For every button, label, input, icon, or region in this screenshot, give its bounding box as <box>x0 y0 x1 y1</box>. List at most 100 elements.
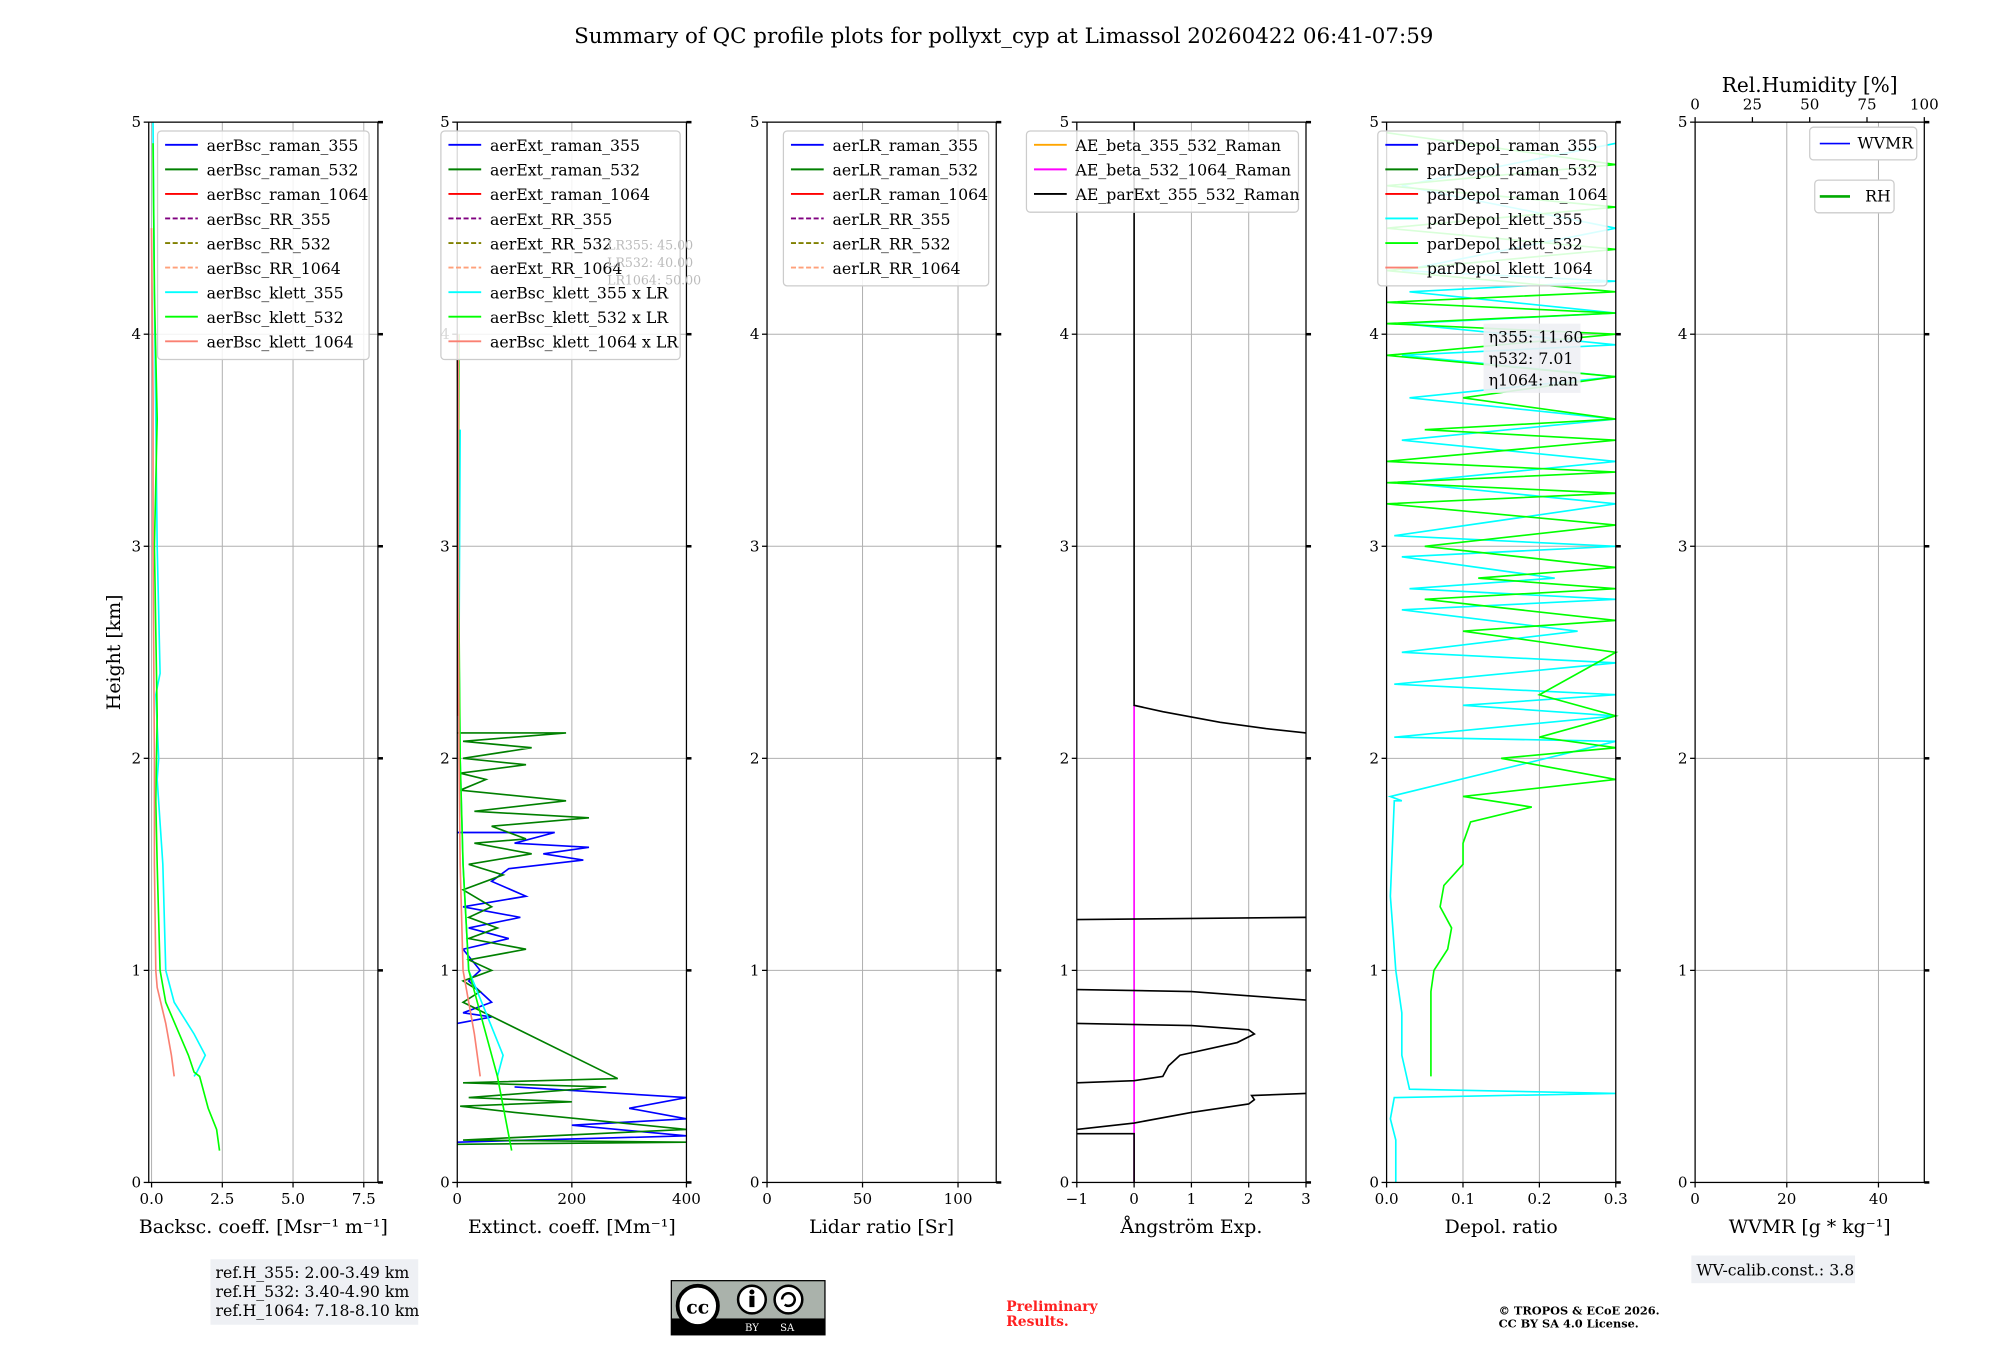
x-tick-label: 2 <box>1244 1190 1254 1208</box>
legend-label: RH <box>1865 186 1891 205</box>
legend-label: AE_beta_532_1064_Raman <box>1075 161 1292 180</box>
depol-eta-annotation: η355: 11.60 <box>1489 328 1584 347</box>
y-tick-label: 5 <box>1060 113 1070 131</box>
y-tick-label: 2 <box>1060 749 1070 767</box>
x-tick-label: 40 <box>1869 1190 1888 1208</box>
y-tick-label: 5 <box>750 113 760 131</box>
legend-label: aerExt_RR_532 <box>490 234 612 253</box>
y-tick-label: 1 <box>1678 961 1688 979</box>
x-tick-label: 0.0 <box>140 1190 164 1208</box>
legend-label: aerBsc_klett_532 x LR <box>490 308 669 327</box>
legend-label: parDepol_klett_355 <box>1427 210 1583 229</box>
x-axis-label: Extinct. coeff. [Mm⁻¹] <box>468 1216 676 1238</box>
axes-frame <box>1694 121 1925 1184</box>
legend-box <box>782 130 990 287</box>
y-tick-label: 3 <box>1060 537 1070 555</box>
y-tick-label: 3 <box>440 537 450 555</box>
ref-height-box <box>210 1259 419 1325</box>
legend-label: aerExt_RR_355 <box>490 210 612 229</box>
legend: AE_beta_355_532_Raman AE_beta_532_1064_Ra… <box>1025 130 1300 213</box>
series-parDepol-klett-355 <box>1387 142 1616 1183</box>
svg-text:cc: cc <box>686 1296 709 1318</box>
figure-title: Summary of QC profile plots for pollyxt_… <box>574 24 1433 49</box>
x-axis-label: Lidar ratio [Sr] <box>809 1216 954 1238</box>
x-tick-label: 200 <box>557 1190 586 1208</box>
wv-calib-text: WV-calib.const.: 3.8 <box>1696 1261 1854 1280</box>
legend-label: WVMR <box>1858 134 1915 153</box>
x-tick-label: 0 <box>1690 1190 1700 1208</box>
legend: WVMR RH <box>1809 126 1918 214</box>
series-AE-parExt-355-532-Raman <box>1076 122 1307 1183</box>
y-tick-label: 3 <box>132 537 142 555</box>
legend-label: aerLR_raman_355 <box>833 136 979 155</box>
legend: aerLR_raman_355 aerLR_raman_532 aerLR_rama… <box>782 130 990 287</box>
x-tick-label: 20 <box>1777 1190 1796 1208</box>
x-axis-label: Ångström Exp. <box>1119 1216 1262 1238</box>
lidar-ratio-annotation: LR355: 45.00 <box>607 237 693 252</box>
y-tick-label: 4 <box>750 325 760 343</box>
legend: parDepol_raman_355 parDepol_raman_532 parD… <box>1377 130 1608 287</box>
series-aerBsc-klett-1064 <box>150 228 175 1077</box>
legend-label: AE_parExt_355_532_Raman <box>1075 185 1300 204</box>
panel-2: 0200400012345Extinct. coeff. [Mm⁻¹]aerEx… <box>440 113 701 1238</box>
y-tick-label: 4 <box>1369 325 1379 343</box>
legend-label: aerBsc_raman_355 <box>207 136 359 155</box>
legend-label: aerBsc_RR_532 <box>207 234 331 253</box>
x-tick-label: 0.1 <box>1451 1190 1475 1208</box>
x-tick-label: 100 <box>944 1190 973 1208</box>
y-tick-label: 5 <box>1369 113 1379 131</box>
y-tick-label: 4 <box>1060 325 1070 343</box>
top-x-tick-label: 25 <box>1743 96 1762 114</box>
legend-label: aerBsc_klett_355 <box>207 283 344 302</box>
legend-label: aerBsc_klett_1064 <box>207 333 354 352</box>
axes-frame <box>1385 121 1617 1184</box>
x-tick-label: 400 <box>672 1190 701 1208</box>
y-tick-label: 0 <box>1060 1173 1070 1191</box>
legend-label: aerExt_RR_1064 <box>490 259 622 278</box>
legend-box <box>1809 126 1918 161</box>
axes-frame <box>1076 121 1307 1184</box>
y-tick-label: 2 <box>132 749 142 767</box>
y-axis-label: Height [km] <box>103 595 125 711</box>
x-tick-label: 0 <box>1129 1190 1139 1208</box>
y-tick-label: 1 <box>750 961 760 979</box>
y-tick-label: 5 <box>1678 113 1688 131</box>
x-tick-label: 2.5 <box>210 1190 234 1208</box>
annotation-box <box>1483 323 1581 393</box>
y-tick-label: 5 <box>440 113 450 131</box>
ref-height-355: ref.H_355: 2.00-3.49 km <box>215 1263 409 1282</box>
legend-box <box>1814 179 1895 214</box>
panel-1: 0.0 2.5 5.0 7.5 0 1 2 3 4 5 Backsc. coeff. [Msr⁻¹ … <box>132 113 388 1238</box>
legend-label: aerBsc_raman_532 <box>207 161 359 180</box>
y-tick-label: 0 <box>1678 1173 1688 1191</box>
y-tick-label: 2 <box>750 749 760 767</box>
x-tick-label: 1 <box>1187 1190 1197 1208</box>
series-aerBsc-klett-1064-x-LR <box>457 334 481 1077</box>
panel-5: 0.0 0.1 0.2 0.3 0 1 2 3 4 5 Depol. ratio parDepol_r… <box>1369 113 1627 1238</box>
y-tick-label: 3 <box>1369 537 1379 555</box>
legend: aerExt_raman_355 aerExt_raman_532 aerExt_r… <box>440 130 681 361</box>
copyright-line-2: CC BY SA 4.0 License. <box>1499 1316 1639 1330</box>
legend-box <box>1377 130 1608 287</box>
top-x-tick-label: 0 <box>1690 96 1700 114</box>
top-x-tick-label: 75 <box>1857 96 1876 114</box>
top-x-tick-label: 100 <box>1910 96 1939 114</box>
y-tick-label: 0 <box>1369 1173 1379 1191</box>
series-aerBsc-klett-532 <box>152 143 221 1151</box>
legend-label: parDepol_klett_1064 <box>1427 259 1593 278</box>
axes-frame <box>766 121 997 1184</box>
legend-label: aerExt_raman_355 <box>490 136 640 155</box>
legend-label: aerBsc_RR_355 <box>207 210 331 229</box>
axes-frame <box>148 121 379 1184</box>
top-x-tick-label: 50 <box>1800 96 1819 114</box>
legend-box <box>1025 130 1300 213</box>
legend-label: parDepol_raman_1064 <box>1427 185 1608 204</box>
legend-label: aerExt_raman_532 <box>490 161 640 180</box>
x-tick-label: 0 <box>452 1190 462 1208</box>
lidar-ratio-annotation: LR532: 40.00 <box>607 255 693 270</box>
legend-label: aerBsc_klett_532 <box>207 308 344 327</box>
ref-height-1064: ref.H_1064: 7.18-8.10 km <box>215 1301 419 1320</box>
y-tick-label: 3 <box>750 537 760 555</box>
panel-3: 0 50 100 0 1 2 3 4 5 Lidar ratio [Sr] aerLR_raman_… <box>750 113 1002 1238</box>
